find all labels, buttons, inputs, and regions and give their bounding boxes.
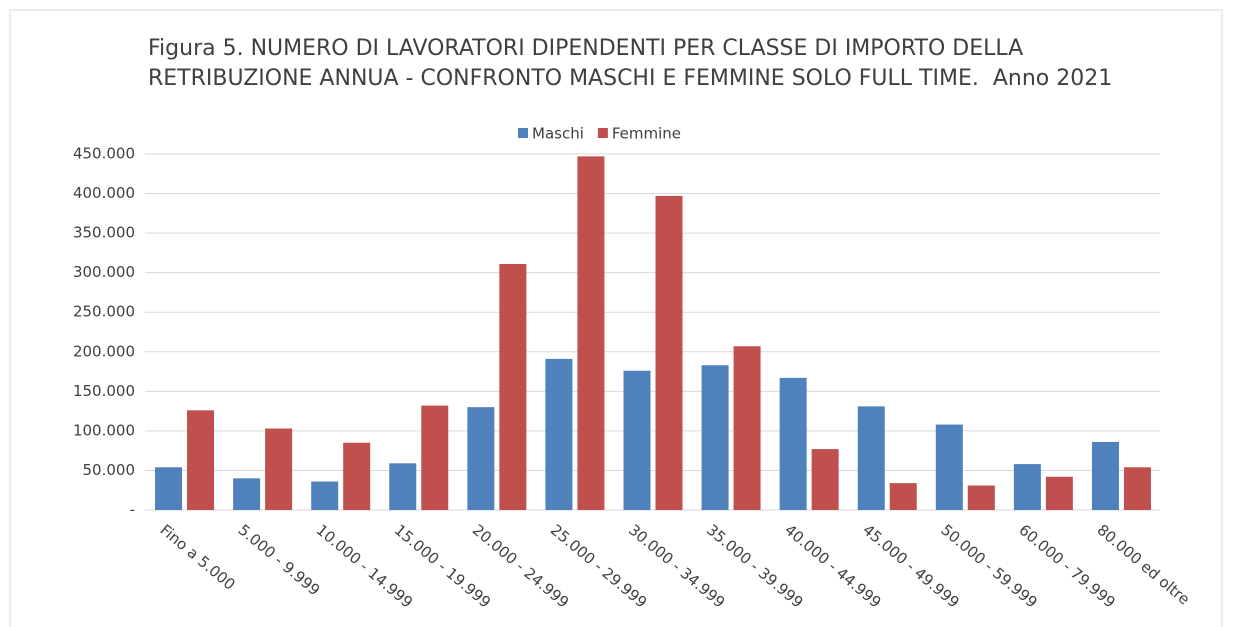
y-tick-label: 150.000 xyxy=(73,382,135,400)
y-tick-label: 350.000 xyxy=(73,224,135,242)
bar xyxy=(389,463,417,510)
bar xyxy=(967,485,995,510)
x-tick-label: Fino a 5.000 xyxy=(157,521,239,594)
bar xyxy=(1123,467,1151,510)
bar xyxy=(1045,476,1073,510)
bar xyxy=(889,483,917,510)
bar xyxy=(545,358,573,510)
bar xyxy=(343,442,371,510)
bar xyxy=(467,407,495,510)
bar xyxy=(811,449,839,510)
y-tick-label: 300.000 xyxy=(73,263,135,281)
bar xyxy=(1091,441,1119,510)
bar xyxy=(311,481,339,510)
bar xyxy=(187,410,215,510)
legend-swatch xyxy=(518,128,528,138)
bar xyxy=(155,467,183,510)
x-tick-label: 5.000 - 9.999 xyxy=(235,521,324,600)
bar xyxy=(233,478,261,510)
bar xyxy=(857,406,885,510)
y-tick-label: 250.000 xyxy=(73,303,135,321)
bar xyxy=(577,156,605,510)
legend-swatch xyxy=(597,128,608,138)
bar xyxy=(655,195,683,510)
legend-label: Femmine xyxy=(612,125,681,143)
chart-border xyxy=(9,9,1223,627)
chart-title: Figura 5. NUMERO DI LAVORATORI DIPENDENT… xyxy=(148,36,1113,91)
bar xyxy=(733,346,761,510)
y-tick-label: 450.000 xyxy=(73,145,135,163)
bar xyxy=(265,428,293,510)
y-tick-label: 200.000 xyxy=(73,342,135,360)
bar xyxy=(499,263,527,510)
bar xyxy=(1013,464,1041,510)
bar xyxy=(779,377,807,510)
bar xyxy=(701,365,729,510)
bar xyxy=(421,405,449,510)
bar xyxy=(623,370,651,510)
y-tick-label: - xyxy=(130,501,135,519)
y-tick-label: 400.000 xyxy=(73,184,135,202)
y-tick-label: 100.000 xyxy=(73,421,135,439)
bar xyxy=(935,424,963,510)
y-tick-label: 50.000 xyxy=(83,461,136,479)
legend-label: Maschi xyxy=(532,125,584,143)
